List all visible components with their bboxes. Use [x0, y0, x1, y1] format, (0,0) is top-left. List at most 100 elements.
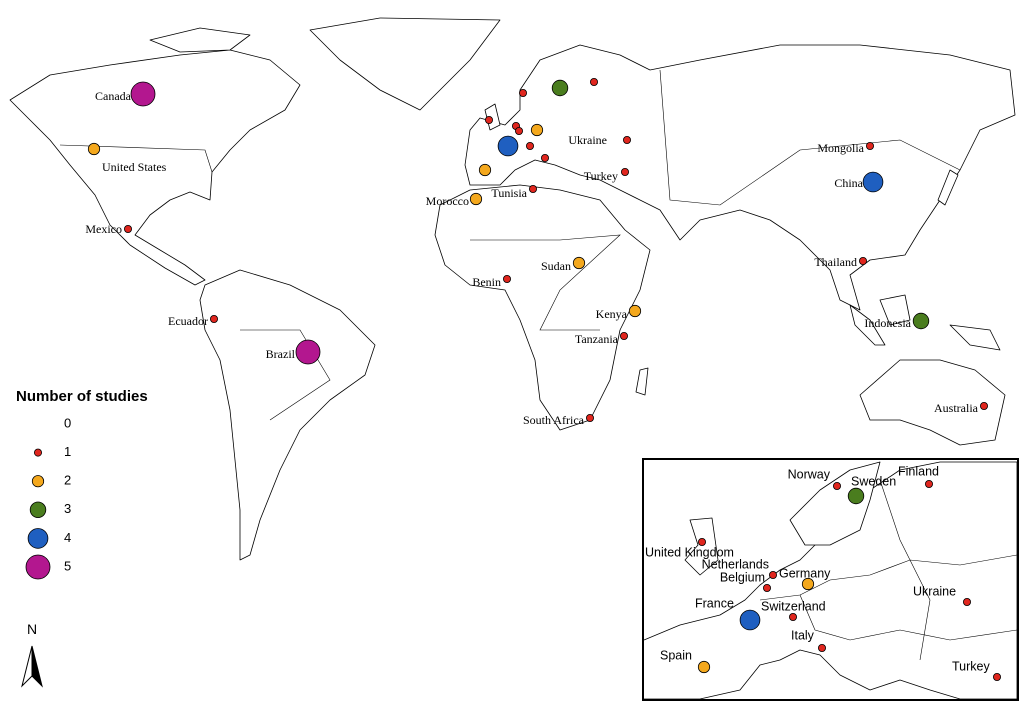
study-marker: [789, 613, 798, 622]
inset-label: Italy: [791, 628, 815, 642]
study-marker: [847, 487, 865, 505]
study-marker: [833, 481, 842, 490]
study-marker: [697, 660, 711, 674]
study-marker: [519, 89, 528, 98]
inset-label: Germany: [779, 566, 831, 580]
study-marker: [621, 167, 630, 176]
inset-label: Netherlands: [702, 557, 769, 571]
study-marker: [478, 163, 492, 177]
country-label: Tanzania: [575, 332, 619, 346]
inset-britain: [684, 517, 719, 576]
study-marker: [912, 312, 930, 330]
legend-marker: [34, 448, 43, 457]
legend-label: 1: [64, 444, 71, 459]
legend-label: 4: [64, 530, 71, 545]
north-arrow: [31, 645, 43, 688]
study-marker: [515, 127, 524, 136]
study-marker: [818, 644, 827, 653]
inset-label: Spain: [660, 648, 692, 662]
inset-label: Sweden: [851, 474, 896, 488]
country-label: Sudan: [541, 259, 571, 273]
study-marker: [739, 609, 761, 631]
north-label: N: [27, 621, 37, 637]
study-marker: [980, 401, 989, 410]
inset-borders: [879, 479, 931, 661]
madagascar: [635, 367, 649, 396]
country-label: Benin: [472, 275, 501, 289]
legend-label: 5: [64, 558, 71, 573]
country-label: China: [834, 176, 863, 190]
study-marker: [497, 135, 519, 157]
new-guinea: [949, 324, 1001, 351]
country-label: Mexico: [85, 222, 122, 236]
study-marker: [572, 256, 586, 270]
japan: [937, 169, 959, 206]
inset-label: Norway: [788, 467, 831, 481]
legend-label: 2: [64, 473, 71, 488]
study-marker: [866, 141, 875, 150]
country-label: Ecuador: [168, 314, 208, 328]
country-label: Australia: [934, 401, 979, 415]
study-marker: [209, 314, 218, 323]
sumatra: [849, 304, 886, 346]
study-marker: [620, 331, 629, 340]
legend-title: Number of studies: [16, 388, 148, 405]
borneo: [879, 294, 911, 326]
country-label: Tunisia: [491, 186, 527, 200]
study-marker: [87, 142, 101, 156]
legend-marker: [31, 475, 45, 488]
inset-borders: [799, 594, 1018, 641]
north-arrow: [21, 645, 33, 688]
study-marker: [586, 413, 595, 422]
legend-marker: [25, 554, 51, 580]
study-marker: [469, 192, 483, 206]
inset: [642, 458, 1019, 701]
study-marker: [993, 673, 1002, 682]
study-marker: [862, 171, 884, 193]
study-marker: [963, 598, 972, 607]
country-label: South Africa: [523, 413, 585, 427]
inset-label: United Kingdom: [645, 545, 734, 559]
study-marker: [529, 184, 538, 193]
study-marker: [295, 339, 321, 365]
study-marker: [623, 135, 632, 144]
country-label: Indonesia: [864, 316, 911, 330]
country-label: Ukraine: [568, 133, 607, 147]
legend-marker: [27, 528, 49, 549]
study-marker: [628, 304, 642, 318]
study-marker: [530, 123, 544, 137]
study-marker: [859, 256, 868, 265]
africa: [434, 184, 651, 431]
study-marker: [124, 224, 133, 233]
legend-marker: [29, 501, 47, 519]
borders: [470, 234, 621, 331]
inset-label: Belgium: [720, 570, 765, 584]
borders: [59, 144, 213, 173]
legend-label: 3: [64, 501, 71, 516]
country-label: United States: [102, 160, 167, 174]
study-marker: [551, 79, 569, 97]
study-marker: [698, 538, 707, 547]
inset-label: Ukraine: [913, 584, 956, 598]
study-marker: [925, 479, 934, 488]
country-label: Kenya: [596, 307, 628, 321]
study-marker: [541, 153, 550, 162]
inset-scandinavia: [789, 461, 881, 546]
country-label: Brazil: [266, 347, 296, 361]
north-america: [9, 49, 301, 286]
greenland: [309, 17, 501, 111]
study-marker: [130, 81, 156, 107]
country-label: Turkey: [584, 169, 618, 183]
borders: [659, 69, 961, 206]
country-label: Thailand: [814, 255, 857, 269]
study-marker: [484, 116, 493, 125]
inset-label: Turkey: [952, 659, 990, 673]
study-marker: [590, 78, 599, 87]
study-marker: [763, 584, 772, 593]
country-label: Morocco: [426, 194, 469, 208]
country-label: Canada: [95, 89, 132, 103]
inset-label: Finland: [898, 464, 939, 478]
inset-label: France: [695, 596, 734, 610]
inset-coast: [643, 461, 1018, 700]
